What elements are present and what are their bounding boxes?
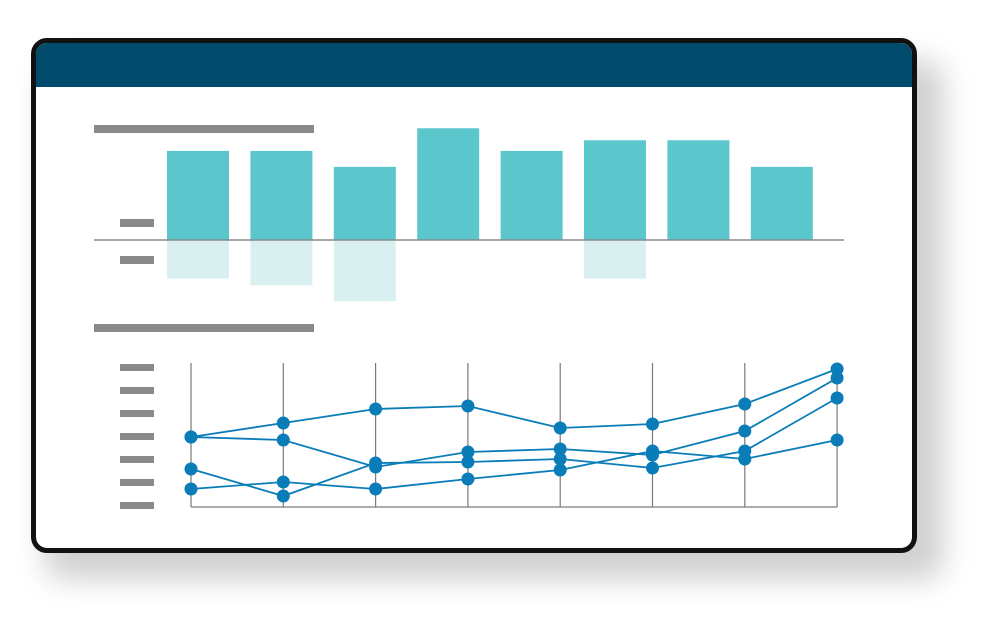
bar-positive: [750, 166, 813, 240]
title-bar: [36, 43, 912, 87]
line-y-tick-placeholder: [120, 410, 154, 417]
bar-positive: [167, 150, 229, 240]
line-y-tick-placeholder: [120, 364, 154, 371]
bar-positive: [667, 140, 730, 240]
line-point: [184, 482, 198, 496]
line-point: [646, 444, 659, 458]
line-point: [830, 371, 844, 385]
line-point: [461, 399, 475, 413]
bar-chart-title-placeholder: [94, 125, 314, 133]
line-point: [830, 433, 844, 447]
line-point: [738, 452, 752, 466]
bar-y-tick-placeholder: [120, 219, 154, 227]
bar-positive: [417, 128, 480, 240]
line-series-4: [190, 439, 838, 490]
bar-negative: [584, 240, 646, 279]
line-point: [184, 462, 198, 476]
line-point: [276, 489, 290, 503]
line-point: [738, 397, 752, 411]
line-series-2: [190, 377, 838, 468]
line-point: [369, 456, 383, 470]
line-point: [461, 455, 475, 469]
line-y-tick-placeholder: [120, 502, 154, 509]
bar-positive: [584, 140, 646, 240]
line-point: [184, 430, 198, 444]
line-point: [276, 433, 290, 447]
line-point: [830, 362, 844, 376]
bar-positive: [500, 150, 563, 240]
line-point: [461, 445, 475, 459]
line-y-tick-placeholder: [120, 456, 154, 463]
line-point: [646, 417, 659, 431]
bar-positive: [333, 166, 396, 240]
line-y-tick-placeholder: [120, 479, 154, 486]
line-point: [461, 472, 475, 486]
line-series-1: [190, 368, 838, 438]
line-point: [553, 442, 567, 456]
line-point: [369, 482, 383, 496]
line-y-tick-placeholder: [120, 433, 154, 440]
bar-y-tick-placeholder: [120, 256, 154, 264]
bar-negative: [333, 240, 396, 302]
bar-positive: [250, 150, 313, 240]
line-point: [369, 402, 383, 416]
line-point: [553, 452, 567, 466]
line-point: [646, 461, 659, 475]
line-point: [830, 391, 844, 405]
bar-negative: [250, 240, 313, 286]
line-series-3: [190, 397, 838, 497]
line-point: [276, 475, 290, 489]
app-window: [31, 38, 917, 553]
line-point: [553, 421, 567, 435]
line-point: [738, 424, 752, 438]
dashboard-charts: [94, 125, 844, 509]
line-y-tick-placeholder: [120, 387, 154, 394]
line-point: [553, 463, 567, 477]
line-point: [276, 416, 290, 430]
bar-negative: [167, 240, 229, 279]
line-chart-title-placeholder: [94, 324, 314, 332]
